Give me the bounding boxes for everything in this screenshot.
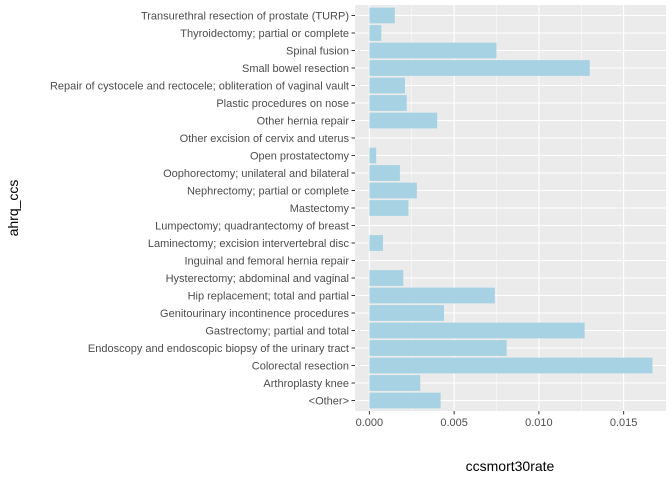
category-label: Plastic procedures on nose <box>216 98 349 110</box>
bar <box>369 147 377 164</box>
x-tick-label: 0.005 <box>440 417 468 429</box>
category-label: Other hernia repair <box>257 115 350 127</box>
category-label: Thyroidectomy; partial or complete <box>180 28 349 40</box>
x-tick-label: 0.000 <box>356 417 384 429</box>
category-label: Open prostatectomy <box>250 150 350 162</box>
x-axis-title: ccsmort30rate <box>466 458 555 474</box>
category-label: Other excision of cervix and uterus <box>180 133 350 145</box>
bar <box>369 182 417 199</box>
category-labels: Transurethral resection of prostate (TUR… <box>50 10 350 407</box>
x-tick-labels: 0.000 0.005 0.010 0.015 <box>356 417 638 429</box>
x-ticks <box>368 411 625 415</box>
bar <box>369 392 441 409</box>
x-tick-label: 0.010 <box>525 417 553 429</box>
bar <box>369 95 407 111</box>
category-label: Laminectomy; excision intervertebral dis… <box>148 238 350 250</box>
category-label: Repair of cystocele and rectocele; oblit… <box>50 80 349 92</box>
bar <box>369 77 405 94</box>
category-label: Endoscopy and endoscopic biopsy of the u… <box>88 343 349 355</box>
bar <box>369 357 653 374</box>
bar <box>369 42 497 59</box>
category-label: Oophorectomy; unilateral and bilateral <box>163 168 349 180</box>
category-label: Arthroplasty knee <box>263 378 349 390</box>
category-label: Small bowel resection <box>242 63 349 75</box>
bar <box>369 7 395 24</box>
bar <box>369 287 495 304</box>
category-label: Gastrectomy; partial and total <box>205 325 349 337</box>
bar <box>369 235 383 251</box>
category-label: Genitourinary incontinence procedures <box>160 308 349 320</box>
category-label: <Other> <box>309 395 349 407</box>
category-label: Spinal fusion <box>286 45 349 57</box>
bar <box>369 60 590 76</box>
category-label: Mastectomy <box>290 203 350 215</box>
category-label: Transurethral resection of prostate (TUR… <box>141 10 349 22</box>
category-label: Lumpectomy; quadrantectomy of breast <box>155 220 349 232</box>
bar <box>369 375 421 391</box>
bar <box>369 322 585 339</box>
category-label: Inguinal and femoral hernia repair <box>185 255 350 267</box>
category-label: Hip replacement; total and partial <box>188 290 349 302</box>
category-ticks <box>351 15 355 401</box>
bar <box>369 305 444 321</box>
bar <box>369 270 404 286</box>
bar <box>369 165 400 181</box>
bar <box>369 200 409 216</box>
bar <box>369 340 507 356</box>
category-label: Nephrectomy; partial or complete <box>187 185 349 197</box>
x-tick-label: 0.015 <box>610 417 638 429</box>
y-axis-title: ahrq_ccs <box>5 180 21 237</box>
category-label: Hysterectomy; abdominal and vaginal <box>166 273 349 285</box>
category-label: Colorectal resection <box>252 360 349 372</box>
bar <box>369 25 382 41</box>
bars <box>369 7 653 409</box>
bar <box>369 112 438 129</box>
